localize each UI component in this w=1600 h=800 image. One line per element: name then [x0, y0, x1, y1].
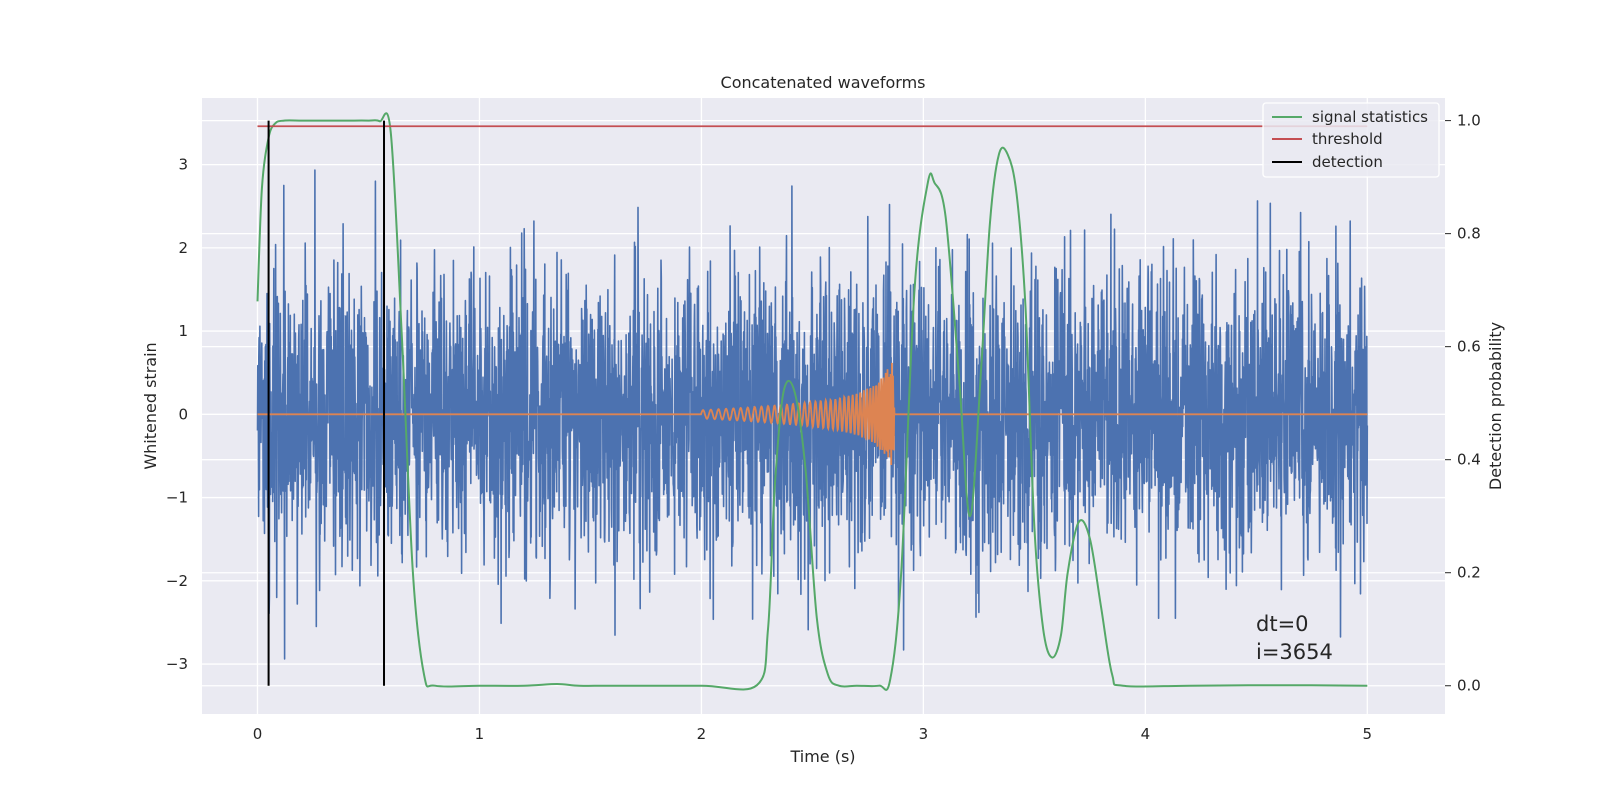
y-tick-label: −2	[166, 572, 188, 590]
y2-tick-label: 0.8	[1457, 225, 1481, 243]
x-tick-label: 2	[697, 725, 707, 743]
x-axis-label: Time (s)	[789, 747, 855, 766]
legend-label-detection: detection	[1312, 153, 1383, 171]
y-tick-label: −1	[166, 489, 188, 507]
series-injected-waveform	[257, 362, 1368, 466]
y-tick-label: 1	[178, 322, 188, 340]
y-tick-label: −3	[166, 655, 188, 673]
y-tick-label: 3	[178, 156, 188, 174]
y-tick-label: 0	[178, 405, 188, 423]
y-axis-label: Whitened strain	[141, 342, 160, 469]
legend-label-threshold: threshold	[1312, 130, 1383, 148]
series-signal-statistics	[256, 112, 1368, 691]
x-tick-label: 0	[253, 725, 263, 743]
x-tick-label: 3	[919, 725, 929, 743]
annotation-dt: dt=0	[1256, 612, 1309, 636]
y2-tick-label: 1.0	[1457, 112, 1481, 130]
data-layer	[256, 112, 1369, 691]
x-tick-label: 4	[1141, 725, 1151, 743]
y2-tick-label: 0.2	[1457, 564, 1481, 582]
legend-box	[1262, 102, 1440, 178]
y2-tick-label: 0.4	[1457, 451, 1481, 469]
series-whitened-strain	[256, 169, 1369, 660]
annotation-index: i=3654	[1256, 640, 1333, 664]
y2-tick-label: 0.0	[1457, 677, 1481, 695]
x-tick-label: 1	[475, 725, 485, 743]
y2-tick-label: 0.6	[1457, 338, 1481, 356]
chart-title: Concatenated waveforms	[721, 73, 926, 92]
tick-labels: 0 1 2 3 4 5 −3 −2 −1 0 1 2 3 0.0 0.2 0.4 0.6 0.8 1.0	[166, 112, 1481, 743]
legend: signal statistics threshold detection	[1262, 102, 1440, 178]
x-tick-label: 5	[1363, 725, 1373, 743]
legend-label-signal-statistics: signal statistics	[1312, 108, 1428, 126]
y2-axis-label: Detection probability	[1486, 322, 1505, 490]
y-tick-label: 2	[178, 239, 188, 257]
